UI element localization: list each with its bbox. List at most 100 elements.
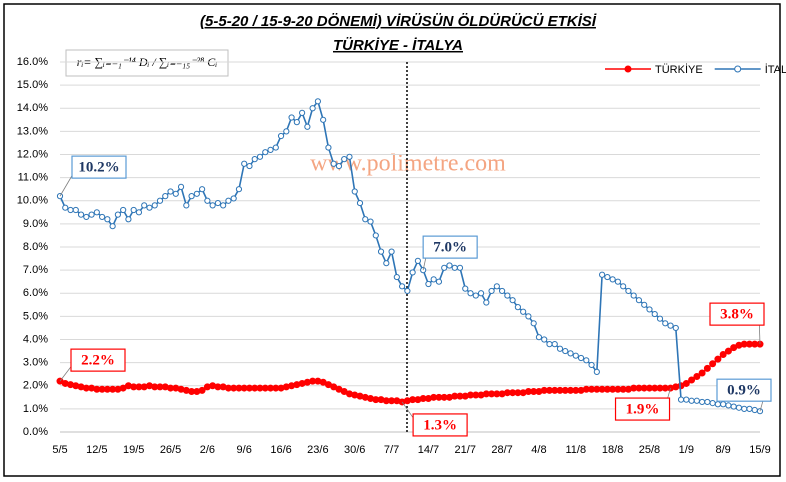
value-label: 10.2%: [78, 160, 119, 176]
data-point: [351, 188, 358, 195]
data-point: [235, 186, 243, 193]
legend-label: İTALYA: [765, 63, 786, 76]
x-tick-label: 19/5: [123, 444, 144, 456]
data-point: [404, 287, 411, 295]
data-point: [304, 123, 311, 130]
data-point: [530, 320, 537, 327]
data-point: [335, 162, 343, 170]
data-point: [472, 292, 479, 299]
data-point: [720, 401, 727, 408]
data-point: [719, 351, 727, 359]
y-tick-label: 11.0%: [18, 172, 49, 184]
data-point: [520, 308, 527, 315]
data-point: [462, 285, 469, 292]
y-tick-label: 5.0%: [23, 310, 48, 322]
chart-subtitle: TÜRKİYE - İTALYA: [333, 37, 463, 54]
data-point: [641, 301, 648, 308]
data-point: [183, 202, 190, 209]
data-point: [393, 273, 400, 281]
data-point: [399, 283, 406, 290]
data-point: [425, 280, 432, 288]
data-point: [367, 218, 374, 225]
formula-box: [65, 49, 229, 77]
y-tick-label: 10.0%: [17, 195, 48, 207]
value-label: 2.2%: [81, 353, 115, 369]
data-point: [662, 320, 669, 327]
data-point: [299, 109, 306, 116]
data-point: [325, 144, 332, 151]
data-point: [109, 223, 116, 230]
data-point: [151, 202, 158, 209]
data-point: [414, 257, 421, 264]
data-point: [267, 146, 274, 153]
data-point: [730, 403, 737, 410]
chart-title: (5-5-20 / 15-9-20 DÖNEMİ) VİRÜSÜN ÖLDÜRÜ…: [200, 13, 597, 30]
data-point: [525, 313, 532, 320]
data-point: [230, 195, 237, 202]
data-point: [362, 216, 369, 223]
x-tick-label: 7/7: [384, 444, 399, 456]
x-tick-label: 28/7: [491, 444, 512, 456]
data-point: [741, 405, 748, 412]
data-point: [104, 216, 111, 223]
data-point: [535, 334, 543, 341]
y-tick-label: 0.0%: [23, 426, 48, 438]
label-box: [70, 348, 126, 372]
data-point: [572, 352, 579, 359]
data-point: [599, 271, 606, 278]
data-point: [272, 144, 279, 151]
data-point: [703, 364, 711, 372]
y-tick-label: 13.0%: [17, 125, 48, 137]
data-point: [246, 162, 253, 170]
data-point: [356, 199, 364, 207]
x-tick-label: 18/8: [602, 444, 623, 456]
data-point: [162, 193, 169, 200]
data-point: [146, 204, 153, 211]
data-point: [377, 248, 385, 255]
data-point: [141, 202, 148, 209]
label-box: [709, 302, 765, 326]
legend-marker: [734, 65, 742, 73]
x-tick-label: 14/7: [418, 444, 439, 456]
data-point: [672, 324, 679, 332]
label-box: [71, 155, 127, 179]
data-point: [330, 160, 337, 167]
x-tick-label: 2/6: [200, 444, 215, 456]
x-tick-label: 26/5: [160, 444, 181, 456]
x-tick-label: 4/8: [531, 444, 546, 456]
data-point: [177, 183, 185, 190]
data-point: [388, 248, 395, 255]
label-box: [412, 413, 468, 437]
data-point: [556, 345, 564, 352]
data-point: [409, 269, 416, 276]
x-tick-label: 12/5: [86, 444, 107, 456]
data-point: [435, 278, 443, 285]
x-tick-label: 11/8: [565, 444, 586, 456]
data-point: [209, 202, 216, 209]
data-point: [88, 211, 95, 218]
data-point: [577, 354, 585, 362]
data-point: [372, 232, 379, 239]
data-point: [714, 401, 721, 408]
data-point: [220, 202, 227, 209]
data-point: [451, 264, 458, 271]
y-tick-label: 1.0%: [23, 403, 48, 415]
data-point: [62, 204, 69, 211]
y-tick-label: 4.0%: [23, 333, 48, 345]
data-point: [283, 128, 290, 135]
data-point: [488, 287, 495, 295]
data-point: [93, 209, 100, 216]
data-point: [341, 156, 348, 163]
data-point: [167, 188, 174, 195]
data-point: [493, 283, 500, 290]
data-point: [504, 292, 511, 299]
x-tick-label: 21/7: [455, 444, 476, 456]
data-point: [688, 376, 696, 384]
data-point: [256, 153, 264, 160]
data-point: [651, 310, 658, 318]
x-tick-label: 8/9: [716, 444, 731, 456]
data-point: [709, 360, 717, 368]
data-point: [483, 299, 490, 306]
data-point: [288, 114, 295, 121]
data-point: [735, 404, 743, 411]
